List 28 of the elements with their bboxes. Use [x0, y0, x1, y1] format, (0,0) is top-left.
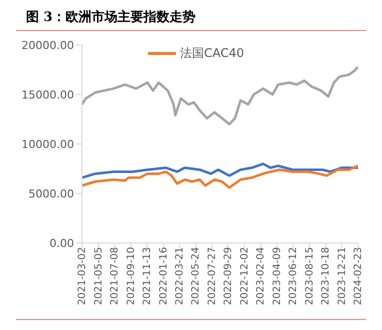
legend-label: 法国CAC40 [180, 44, 244, 62]
x-tick-label: 2022-03-21 [174, 247, 186, 306]
line-series [82, 66, 358, 126]
x-tick-label: 2021-07-08 [110, 247, 121, 306]
x-tick-label: 2022-05-24 [190, 247, 202, 306]
x-tick-label: 2021-11-13 [142, 247, 154, 306]
x-tick-label: 2022-01-16 [158, 247, 170, 306]
x-tick-label: 2023-06-12 [288, 247, 300, 306]
line-series [82, 162, 358, 179]
x-tick-label: 2022-07-27 [206, 247, 218, 306]
x-tick-label: 2023-04-09 [272, 247, 283, 306]
y-tick-label: 0.00 [50, 236, 74, 250]
x-tick-label: 2021-05-05 [93, 247, 104, 306]
x-tick-label: 2023-10-18 [320, 247, 332, 306]
y-tick-label: 5000.00 [28, 187, 74, 200]
y-tick-label: 15000.00 [22, 88, 74, 102]
x-tick-label: 2022-12-02 [239, 247, 250, 306]
x-tick-label: 2021-09-10 [126, 247, 137, 306]
x-tick-label: 2023-08-15 [304, 247, 316, 306]
line-series [82, 164, 358, 189]
y-tick-label: 20000.00 [22, 38, 74, 52]
x-tick-label: 2023-02-04 [256, 247, 267, 306]
x-tick-label: 2022-09-29 [223, 247, 234, 306]
y-tick-label: 10000.00 [22, 138, 74, 151]
chart-title: 图 3：欧洲市场主要指数走势 [25, 8, 197, 27]
x-tick-label: 2024-02-23 [353, 247, 364, 306]
x-tick-label: 2023-12-21 [336, 247, 348, 306]
x-tick-label: 2021-03-02 [77, 247, 88, 306]
